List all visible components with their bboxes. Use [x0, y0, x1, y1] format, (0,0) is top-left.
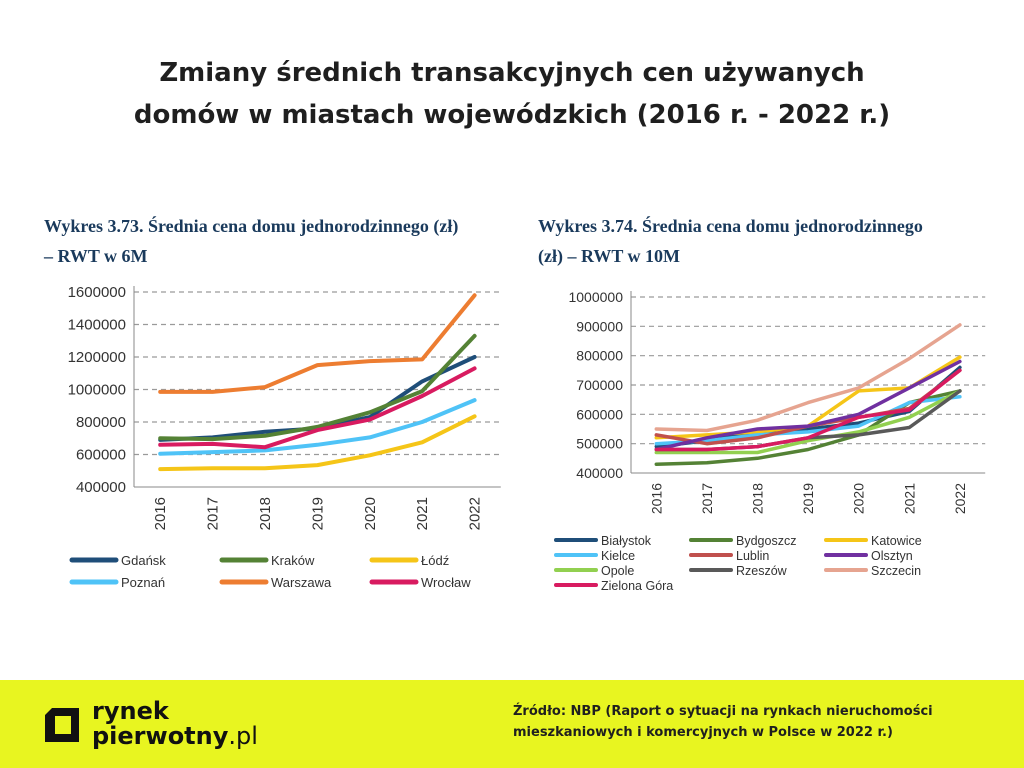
chart-1-title-line-1: Wykres 3.73. Średnia cena domu jednorodz…: [44, 216, 459, 236]
logo-domain: .pl: [228, 722, 258, 750]
chart-1-y-tick-label: 1400000: [68, 317, 126, 334]
chart-2-legend-label: Bydgoszcz: [736, 534, 796, 548]
chart-2-series-line: [654, 359, 962, 452]
chart-1-title-line-2: – RWT w 6M: [44, 246, 148, 266]
chart-2-x-tick-label: 2022: [952, 483, 968, 514]
page-title: Zmiany średnich transakcyjnych cen używa…: [62, 52, 962, 136]
chart-2-legend-label: Katowice: [871, 534, 922, 548]
logo-wordmark: rynek pierwotny.pl: [92, 699, 258, 749]
chart-2-title-line-2: (zł) – RWT w 10M: [538, 246, 681, 266]
chart-2-y-tick-label: 500000: [576, 436, 623, 452]
chart-1-title: Wykres 3.73. Średnia cena domu jednorodz…: [44, 211, 534, 271]
chart-2-legend-label: Rzeszów: [736, 564, 788, 578]
chart-2-series-line: [654, 368, 962, 452]
chart-1-y-tick-label: 800000: [76, 414, 126, 431]
chart-house-prices-10m: 400000 500000 600000 700000 800000 900000 1000…: [554, 289, 986, 593]
chart-2-legend-label: Opole: [601, 564, 634, 578]
chart-2-y-tick-label: 400000: [576, 465, 623, 481]
chart-1-legend-label: Łódź: [421, 553, 449, 568]
chart-1-legend-label: Poznań: [121, 575, 165, 590]
chart-2-x-tick-label: 2020: [851, 483, 867, 514]
chart-1-legend-label: Gdańsk: [121, 553, 166, 568]
chart-house-prices-6m: 400000 600000 800000 1000000 1200000 1400000 1…: [68, 284, 501, 590]
logo-icon: [45, 708, 79, 742]
chart-1-x-tick-label: 2017: [205, 497, 222, 530]
chart-1-x-tick-label: 2021: [414, 497, 431, 530]
chart-2-series-line: [654, 323, 962, 433]
chart-2-legend-label: Kielce: [601, 549, 635, 563]
page-title-line-1: Zmiany średnich transakcyjnych cen używa…: [159, 58, 865, 88]
chart-2-series-line: [654, 394, 962, 446]
chart-1-y-tick-label: 1200000: [68, 349, 126, 366]
chart-2-x-tick-label: 2019: [800, 483, 816, 514]
chart-1-series-line: [158, 333, 477, 442]
chart-1-y-tick-label: 1000000: [68, 382, 126, 399]
chart-2-y-tick-label: 600000: [576, 406, 623, 422]
chart-1-legend-label: Warszawa: [271, 575, 332, 590]
chart-1-x-tick-label: 2018: [257, 497, 274, 530]
logo-line-2: pierwotny.pl: [92, 724, 258, 749]
footer-bar: [0, 680, 1024, 768]
chart-1-x-tick-label: 2022: [467, 497, 484, 530]
logo-name: pierwotny: [92, 722, 229, 750]
chart-2-y-tick-label: 700000: [576, 377, 623, 393]
chart-2-series-line: [654, 389, 962, 455]
chart-1-legend-label: Kraków: [271, 553, 315, 568]
chart-2-legend-label: Szczecin: [871, 564, 921, 578]
logo-line-1: rynek: [92, 697, 169, 725]
chart-2-y-tick-label: 1000000: [568, 289, 623, 305]
chart-2-x-tick-label: 2017: [699, 483, 715, 514]
chart-2-legend-label: Białystok: [601, 534, 652, 548]
chart-1-x-tick-label: 2016: [152, 497, 169, 530]
chart-2-title: Wykres 3.74. Średnia cena domu jednorodz…: [538, 211, 988, 271]
chart-2-title-line-1: Wykres 3.74. Średnia cena domu jednorodz…: [538, 216, 923, 236]
chart-2-x-tick-label: 2018: [750, 483, 766, 514]
source-line-1: Źródło: NBP (Raport o sytuacji na rynkac…: [513, 704, 933, 719]
page-title-line-2: domów w miastach wojewódzkich (2016 r. -…: [133, 100, 891, 130]
source-line-2: mieszkaniowych i komercyjnych w Polsce w…: [513, 725, 893, 740]
chart-2-legend-label: Olsztyn: [871, 549, 913, 563]
chart-1-y-tick-label: 600000: [76, 447, 126, 464]
chart-2-legend-label: Zielona Góra: [601, 579, 673, 593]
chart-1-series-line: [158, 366, 477, 450]
chart-1-y-tick-label: 1600000: [68, 284, 126, 301]
chart-1-series-line: [158, 293, 477, 394]
chart-2-legend-label: Lublin: [736, 549, 769, 563]
chart-2-x-tick-label: 2021: [901, 483, 917, 514]
chart-1-series-line: [158, 414, 477, 472]
chart-2-y-tick-label: 800000: [576, 348, 623, 364]
chart-1-legend-label: Wrocław: [421, 575, 471, 590]
chart-1-x-tick-label: 2020: [362, 497, 379, 530]
chart-1-x-tick-label: 2019: [309, 497, 326, 530]
chart-1-series-line: [158, 398, 477, 456]
chart-1-y-tick-label: 400000: [76, 479, 126, 496]
source-note: Źródło: NBP (Raport o sytuacji na rynkac…: [513, 701, 993, 743]
chart-2-y-tick-label: 900000: [576, 318, 623, 334]
chart-2-x-tick-label: 2016: [648, 483, 664, 514]
